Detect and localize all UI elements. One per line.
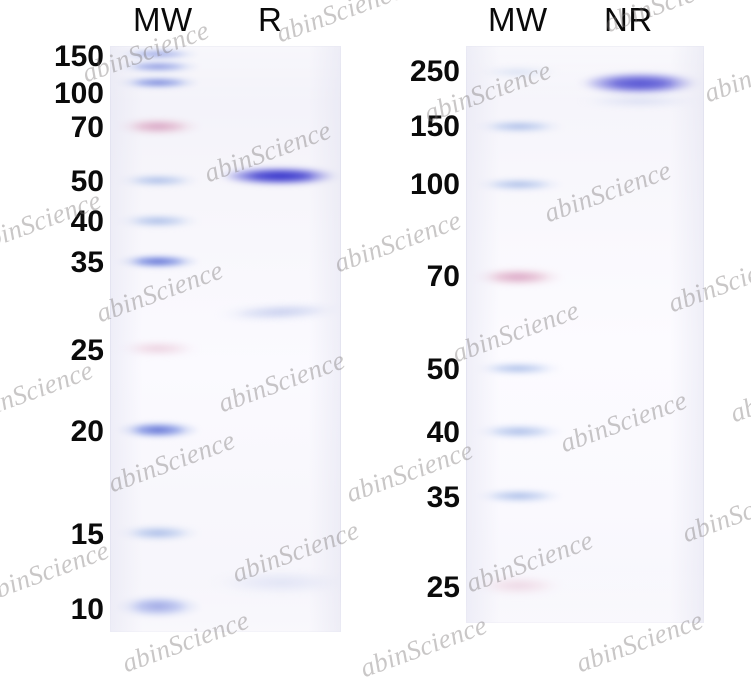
- ladder-band-10-left: [114, 595, 202, 619]
- ladder-band-100-right: [474, 178, 564, 191]
- mw-tick-250-right: 250: [409, 55, 460, 88]
- mw-tick-35-right: 35: [426, 481, 460, 514]
- ladder-band-25-left: [116, 341, 200, 356]
- sample-band-r-dyefront: [206, 570, 341, 596]
- ladder-band-150-right: [474, 120, 564, 133]
- mw-tick-25-left: 25: [70, 334, 104, 367]
- mw-header-right: MW: [488, 1, 548, 38]
- ladder-band-50-right: [474, 362, 562, 375]
- sample-band-r-27: [215, 301, 341, 323]
- ladder-band-250-right: [474, 66, 562, 78]
- mw-tick-15-left: 15: [70, 518, 104, 551]
- watermark: abinScience: [726, 354, 751, 429]
- mw-tick-100-right: 100: [409, 168, 460, 201]
- ladder-band-130-left: [116, 60, 200, 73]
- ladder-band-25-right: [472, 576, 564, 596]
- gel-slab-right: [466, 46, 704, 623]
- ladder-band-70-left: [115, 118, 201, 135]
- ladder-band-70-right: [472, 268, 564, 286]
- mw-tick-100-left: 100: [53, 77, 104, 110]
- ladder-band-35-right: [474, 489, 564, 503]
- sample-band-nr-shadow: [576, 94, 704, 108]
- sample-band-r-50: [216, 166, 341, 186]
- ladder-band-50-left: [116, 174, 200, 187]
- ladder-band-150-left: [116, 48, 200, 60]
- ladder-band-35-left: [116, 254, 200, 269]
- sample-header-r: R: [258, 1, 283, 38]
- mw-tick-25-right: 25: [426, 571, 460, 604]
- mw-tick-150-left: 150: [53, 40, 104, 73]
- mw-tick-35-left: 35: [70, 246, 104, 279]
- watermark: abinScience: [700, 34, 751, 109]
- sample-header-nr: NR: [604, 1, 653, 38]
- mw-tick-70-right: 70: [426, 260, 460, 293]
- mw-header-left: MW: [133, 1, 193, 38]
- sample-band-nr-230: [576, 71, 704, 95]
- ladder-band-20-left: [116, 421, 200, 439]
- mw-tick-50-left: 50: [70, 165, 104, 198]
- gel-slab-left: [110, 46, 341, 632]
- ladder-band-40-left: [116, 214, 200, 228]
- ladder-band-15-left: [116, 525, 200, 541]
- mw-tick-10-left: 10: [70, 593, 104, 626]
- mw-tick-70-left: 70: [70, 111, 104, 144]
- ladder-band-40-right: [474, 424, 564, 439]
- mw-tick-20-left: 20: [70, 415, 104, 448]
- mw-tick-40-right: 40: [426, 416, 460, 449]
- mw-tick-150-right: 150: [409, 110, 460, 143]
- mw-tick-50-right: 50: [426, 353, 460, 386]
- watermark: abinScience: [272, 0, 407, 49]
- mw-tick-40-left: 40: [70, 205, 104, 238]
- ladder-band-100-left: [116, 76, 200, 89]
